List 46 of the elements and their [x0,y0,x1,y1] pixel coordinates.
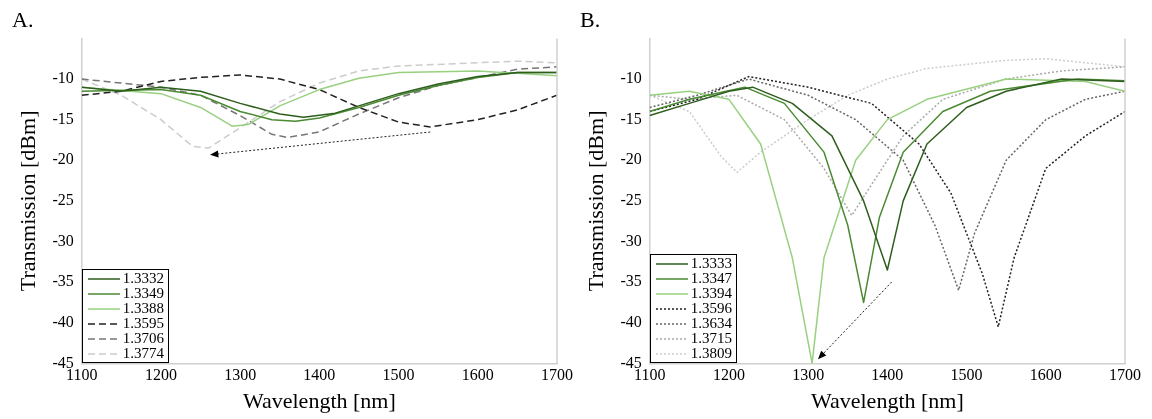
y-tick-label: -10 [52,69,74,87]
y-axis-title: Transmission [dBm] [14,110,40,292]
chart-title: B. [580,6,601,32]
legend-label: 1.3349 [122,285,164,302]
x-tick-label: 1200 [144,366,177,384]
legend-label: 1.3332 [122,270,164,287]
legend-label: 1.3595 [122,315,164,332]
x-tick-label: 1300 [224,366,257,384]
legend-label: 1.3715 [690,330,732,347]
y-tick-label: -20 [52,150,74,168]
y-tick-label: -10 [620,69,642,87]
legend-label: 1.3394 [690,285,732,302]
y-tick-label: -35 [620,272,642,290]
y-tick-label: -15 [620,109,642,127]
line-series [81,66,557,139]
x-tick-label: 1300 [792,366,825,384]
y-tick-label: -25 [620,191,642,209]
y-tick-label: -40 [52,312,74,330]
y-tick-label: -20 [620,150,642,168]
legend-label: 1.3809 [690,345,732,362]
legend-label: 1.3596 [690,300,732,317]
x-tick-label: 1400 [871,366,904,384]
y-tick-label: -25 [52,191,74,209]
legend-label: 1.3634 [690,315,732,332]
y-tick-label: -15 [52,109,74,127]
chart-title: A. [12,6,34,32]
y-axis-title: Transmission [dBm] [582,110,608,292]
x-axis-title: Wavelength [nm] [242,387,396,413]
legend-label: 1.3774 [122,345,164,362]
y-tick-label: -40 [620,312,642,330]
legend-label: 1.3388 [122,300,164,317]
x-tick-label: 1600 [461,366,494,384]
x-tick-label: 1400 [303,366,336,384]
x-tick-label: 1700 [1109,366,1141,384]
y-tick-label: -35 [52,272,74,290]
x-tick-label: 1200 [712,366,745,384]
legend-label: 1.3333 [690,255,732,272]
x-tick-label: 1600 [1029,366,1062,384]
x-tick-label: 1700 [541,366,573,384]
legend-label: 1.3347 [690,270,732,287]
x-tick-label: 1500 [950,366,983,384]
y-tick-label: -30 [52,231,74,249]
x-axis-title: Wavelength [nm] [810,387,964,413]
legend-label: 1.3706 [122,330,164,347]
x-tick-label: 1500 [382,366,415,384]
y-tick-label: -30 [620,231,642,249]
